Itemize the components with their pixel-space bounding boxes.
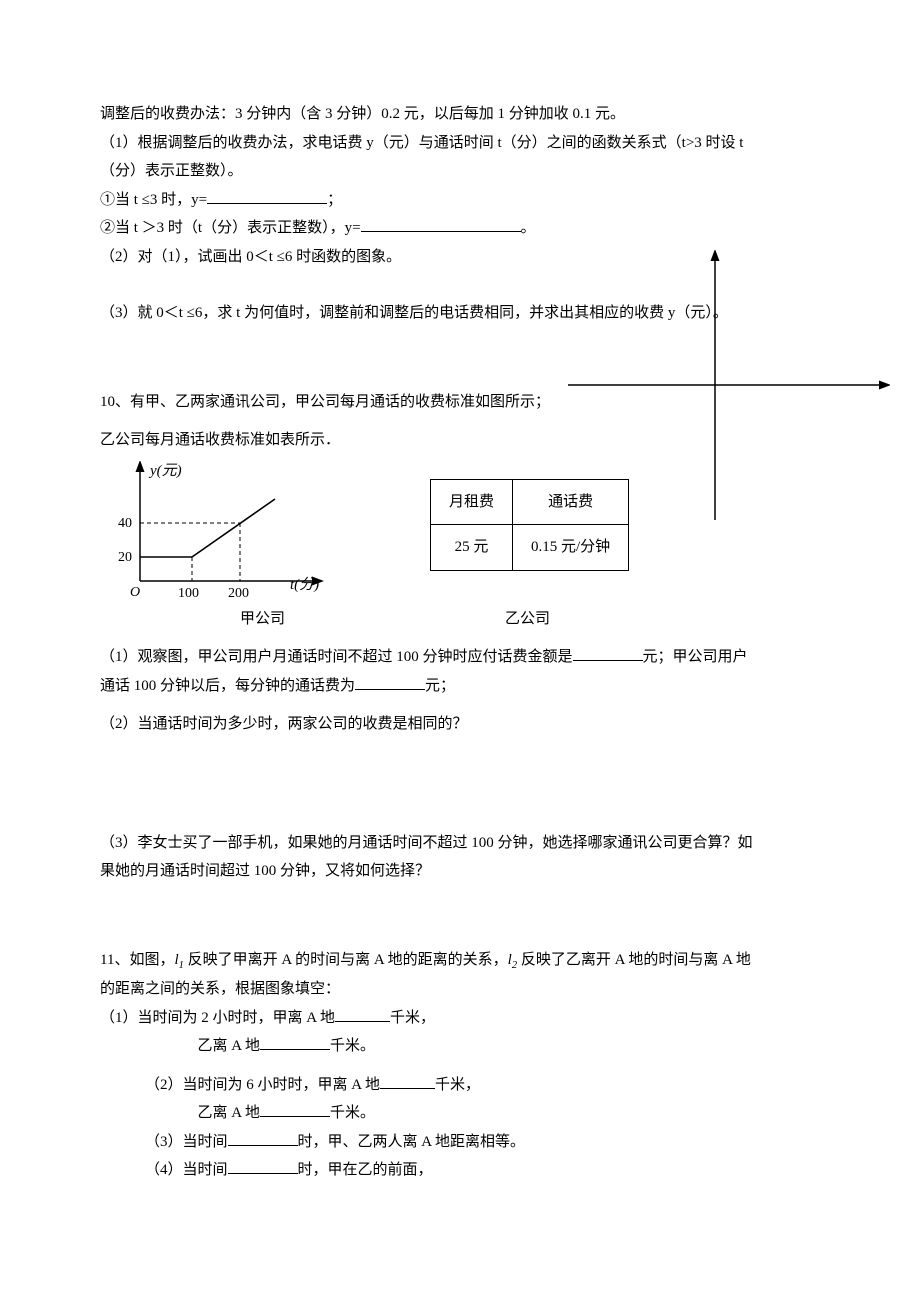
p11-q4: （4）当时间 时，甲在乙的前面， xyxy=(100,1156,820,1185)
p10-q3a: （3）李女士买了一部手机，如果她的月通话时间不超过 100 分钟，她选择哪家通讯… xyxy=(100,829,820,858)
t: 千米， xyxy=(435,1077,480,1093)
p9-l4a: ①当 t ≤3 时，y= xyxy=(100,192,207,208)
ytick-20: 20 xyxy=(118,550,132,565)
t: 元； xyxy=(425,678,455,694)
blank[interactable] xyxy=(361,217,521,232)
t: （1）当时间为 2 小时时，甲离 A 地 xyxy=(100,1010,335,1026)
p10-q3b: 果她的月通话时间超过 100 分钟，又将如何选择？ xyxy=(100,857,820,886)
xtick-200: 200 xyxy=(228,586,249,601)
p10-q1: （1）观察图，甲公司用户月通话时间不超过 100 分钟时应付话费金额是 元；甲公司… xyxy=(100,643,820,672)
ylabel: y(元) xyxy=(148,463,182,479)
t: （1）观察图，甲公司用户月通话时间不超过 100 分钟时应付话费金额是 xyxy=(100,649,573,665)
t: 时，甲、乙两人离 A 地距离相等。 xyxy=(298,1134,526,1150)
p9-l4: ①当 t ≤3 时，y= ； xyxy=(100,186,820,215)
t: 11、如图， xyxy=(100,952,174,968)
td-fee: 0.15 元/分钟 xyxy=(513,525,629,571)
th-rent: 月租费 xyxy=(431,479,513,525)
t: 千米， xyxy=(390,1010,435,1026)
t: 反映了乙离开 A 地的时间与离 A 地 xyxy=(517,952,751,968)
xlabel: t(分) xyxy=(290,576,319,593)
p9-l1: 调整后的收费办法：3 分钟内（含 3 分钟）0.2 元，以后每加 1 分钟加收 … xyxy=(100,100,820,129)
p11-q3: （3）当时间 时，甲、乙两人离 A 地距离相等。 xyxy=(100,1128,820,1157)
p11-q2c: 乙离 A 地 千米。 xyxy=(100,1099,820,1128)
blank[interactable] xyxy=(573,646,643,661)
t: 反映了甲离开 A 的时间与离 A 地的距离的关系， xyxy=(184,952,508,968)
blank[interactable] xyxy=(228,1159,298,1174)
p9-l5b: 。 xyxy=(521,220,536,236)
td-rent: 25 元 xyxy=(431,525,513,571)
l1-symbol: l1 xyxy=(174,952,183,968)
p9-l5: ②当 t ＞3 时（t（分）表示正整数），y= 。 xyxy=(100,214,820,243)
t: 千米。 xyxy=(330,1105,375,1121)
t: 时，甲在乙的前面， xyxy=(298,1162,433,1178)
p11-q1c: 乙离 A 地 千米。 xyxy=(100,1032,820,1061)
origin-label: O xyxy=(130,585,140,600)
cap-yi: 乙公司 xyxy=(505,605,550,634)
t: （4）当时间 xyxy=(145,1162,228,1178)
blank[interactable] xyxy=(207,189,327,204)
blank[interactable] xyxy=(260,1102,330,1117)
t: 乙离 A 地 xyxy=(198,1105,261,1121)
p10-q1c: 通话 100 分钟以后，每分钟的通话费为 元； xyxy=(100,672,820,701)
p9-l4b: ； xyxy=(327,192,342,208)
l2-symbol: l2 xyxy=(508,952,517,968)
blank[interactable] xyxy=(228,1131,298,1146)
t: 元；甲公司用户 xyxy=(643,649,748,665)
t: 乙离 A 地 xyxy=(198,1038,261,1054)
blank-axes-figure xyxy=(560,250,890,530)
blank[interactable] xyxy=(260,1035,330,1050)
p10-q2: （2）当通话时间为多少时，两家公司的收费是相同的？ xyxy=(100,710,820,739)
t: 通话 100 分钟以后，每分钟的通话费为 xyxy=(100,678,355,694)
blank[interactable] xyxy=(335,1007,390,1022)
t: 千米。 xyxy=(330,1038,375,1054)
p9-l3: （分）表示正整数）。 xyxy=(100,157,820,186)
p11-q2: （2）当时间为 6 小时时，甲离 A 地 千米， xyxy=(100,1071,820,1100)
p9-l5a: ②当 t ＞3 时（t（分）表示正整数），y= xyxy=(100,220,361,236)
t: （2）当时间为 6 小时时，甲离 A 地 xyxy=(145,1077,380,1093)
t: （3）当时间 xyxy=(145,1134,228,1150)
blank[interactable] xyxy=(355,675,425,690)
p11-l1: 11、如图，l1 反映了甲离开 A 的时间与离 A 地的距离的关系，l2 反映了… xyxy=(100,946,820,976)
cap-jia: 甲公司 xyxy=(240,605,285,634)
p11-l2: 的距离之间的关系，根据图象填空： xyxy=(100,975,820,1004)
xtick-100: 100 xyxy=(178,586,199,601)
p11-q1: （1）当时间为 2 小时时，甲离 A 地 千米， xyxy=(100,1004,820,1033)
blank[interactable] xyxy=(380,1074,435,1089)
ytick-40: 40 xyxy=(118,516,132,531)
jia-chart: 20 40 y(元) O 100 200 t(分) xyxy=(100,461,340,601)
p9-l2: （1）根据调整后的收费办法，求电话费 y（元）与通话时间 t（分）之间的函数关系… xyxy=(100,129,820,158)
